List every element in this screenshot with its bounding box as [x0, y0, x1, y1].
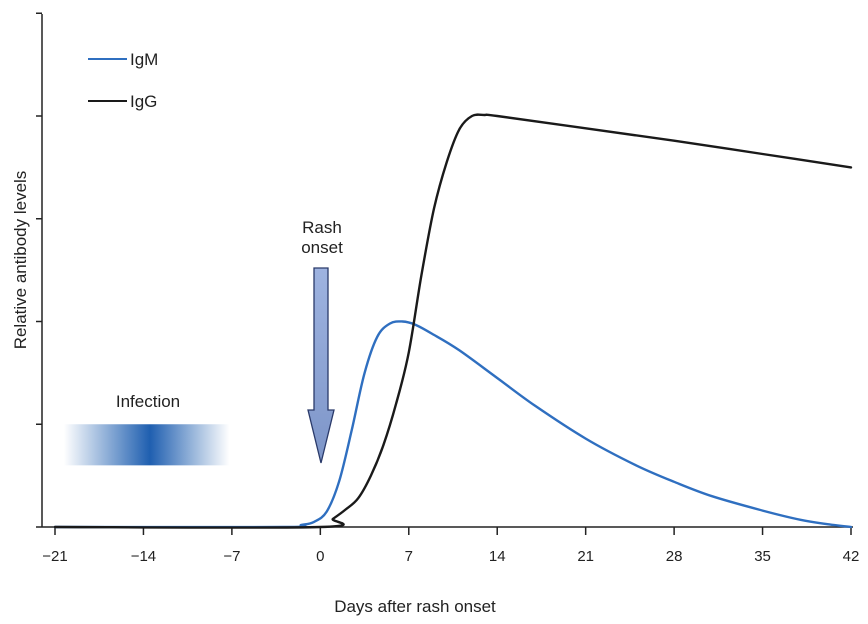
legend: IgM IgG	[88, 50, 158, 111]
rash-onset-label-line1: Rash	[302, 218, 342, 237]
series-igm-line	[53, 320, 853, 529]
legend-igm-label: IgM	[130, 50, 158, 69]
x-tick-label: 7	[405, 548, 413, 565]
x-tick-label: 0	[316, 548, 324, 565]
infection-band	[63, 424, 230, 466]
rash-onset-label-line2: onset	[301, 238, 343, 257]
rash-onset-arrow	[307, 267, 335, 464]
x-tick-label: 42	[843, 548, 860, 565]
legend-igg-label: IgG	[130, 92, 157, 111]
infection-label: Infection	[116, 392, 180, 411]
x-tick-label: 28	[666, 548, 683, 565]
x-tick-label: 35	[754, 548, 771, 565]
x-tick-label: −21	[42, 548, 67, 565]
x-tick-label: 21	[577, 548, 594, 565]
x-tick-label: 14	[489, 548, 506, 565]
x-axis-title: Days after rash onset	[334, 597, 496, 616]
y-axis-title: Relative antibody levels	[11, 171, 30, 350]
series-igg-line	[53, 113, 853, 529]
rash-onset-annotation: Rash onset	[301, 218, 343, 464]
x-tick-label: −14	[131, 548, 156, 565]
x-tick-label: −7	[223, 548, 240, 565]
infection-annotation: Infection	[63, 392, 230, 466]
